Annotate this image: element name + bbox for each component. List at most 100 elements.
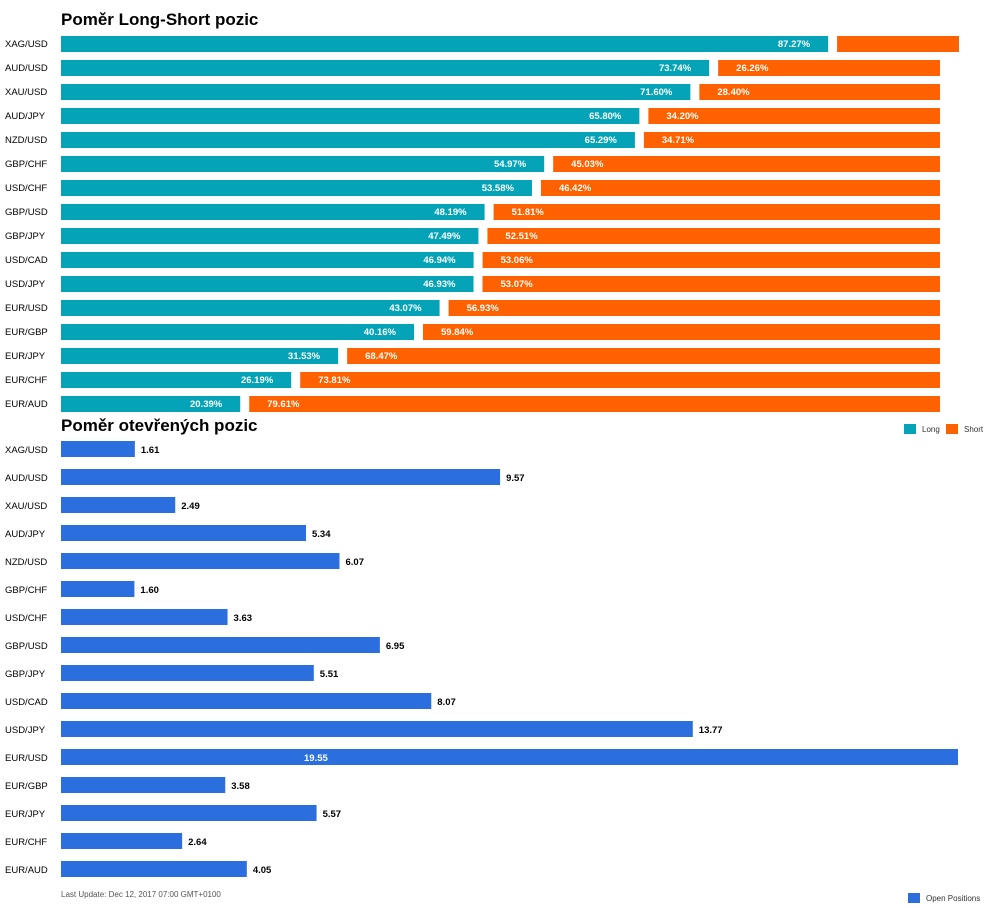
legend-short-swatch	[946, 424, 958, 434]
short-bar-gbp-jpy	[487, 228, 940, 244]
short-value-label-eur-aud: 79.61%	[267, 399, 300, 410]
short-bar-xau-usd	[699, 84, 940, 100]
legend-open-positions: Open Positions	[908, 893, 980, 903]
long-value-label-gbp-chf: 54.97%	[494, 159, 527, 170]
short-value-label-aud-usd: 26.26%	[736, 63, 769, 74]
legend-long-swatch	[904, 424, 916, 434]
long-bar-eur-chf	[61, 372, 292, 388]
last-update-text: Last Update: Dec 12, 2017 07:00 GMT+0100	[61, 890, 221, 899]
short-bar-eur-chf	[300, 372, 941, 388]
short-bar-nzd-usd	[643, 132, 940, 148]
open-category-label-gbp-chf: GBP/CHF	[5, 585, 47, 596]
long-value-label-xau-usd: 71.60%	[640, 87, 673, 98]
short-bar-eur-jpy	[347, 348, 941, 364]
long-bar-eur-gbp	[61, 324, 415, 340]
open-bar-gbp-usd	[61, 637, 380, 653]
short-bar-usd-jpy	[482, 276, 940, 292]
category-label-usd-chf: USD/CHF	[5, 183, 47, 194]
short-value-label-eur-gbp: 59.84%	[441, 327, 474, 338]
open-positions-chart-title: Poměr otevřených pozic	[61, 416, 258, 435]
open-bar-usd-jpy	[61, 721, 693, 737]
short-bar-aud-jpy	[648, 108, 940, 124]
open-bar-nzd-usd	[61, 553, 340, 569]
short-value-label-nzd-usd: 34.71%	[662, 135, 695, 146]
category-label-nzd-usd: NZD/USD	[5, 135, 47, 146]
long-value-label-gbp-usd: 48.19%	[434, 207, 467, 218]
open-bar-aud-usd	[61, 469, 501, 485]
long-value-label-aud-jpy: 65.80%	[589, 111, 622, 122]
long-bar-xag-usd	[61, 36, 829, 52]
open-bar-aud-jpy	[61, 525, 307, 541]
open-value-label-eur-aud: 4.05	[253, 865, 272, 876]
open-value-label-gbp-usd: 6.95	[386, 641, 405, 652]
legend-short: Short	[946, 424, 983, 434]
long-value-label-nzd-usd: 65.29%	[585, 135, 618, 146]
short-bar-usd-cad	[482, 252, 940, 268]
short-bar-usd-chf	[540, 180, 940, 196]
long-value-label-usd-chf: 53.58%	[482, 183, 515, 194]
category-label-aud-usd: AUD/USD	[5, 63, 48, 74]
long-bar-gbp-usd	[61, 204, 485, 220]
open-bar-eur-jpy	[61, 805, 317, 821]
open-value-label-eur-chf: 2.64	[188, 837, 207, 848]
open-category-label-nzd-usd: NZD/USD	[5, 557, 47, 568]
open-bar-eur-usd	[61, 749, 958, 765]
short-value-label-usd-cad: 53.06%	[501, 255, 534, 266]
open-category-label-aud-jpy: AUD/JPY	[5, 529, 46, 540]
open-value-label-eur-usd: 19.55	[304, 753, 328, 764]
open-value-label-xag-usd: 1.61	[141, 445, 160, 456]
long-short-chart: XAG/USD 87.27% AUD/USD 73.74% 26.26% XAU/USD 7…	[5, 36, 959, 412]
open-category-label-gbp-usd: GBP/USD	[5, 641, 48, 652]
category-label-gbp-jpy: GBP/JPY	[5, 231, 46, 242]
open-bar-xau-usd	[61, 497, 176, 513]
category-label-gbp-chf: GBP/CHF	[5, 159, 47, 170]
category-label-eur-usd: EUR/USD	[5, 303, 48, 314]
long-bar-aud-usd	[61, 60, 710, 76]
long-bar-gbp-jpy	[61, 228, 479, 244]
open-category-label-usd-cad: USD/CAD	[5, 697, 48, 708]
open-bar-usd-chf	[61, 609, 228, 625]
open-value-label-xau-usd: 2.49	[181, 501, 200, 512]
open-category-label-xau-usd: XAU/USD	[5, 501, 47, 512]
open-category-label-usd-chf: USD/CHF	[5, 613, 47, 624]
long-bar-usd-jpy	[61, 276, 474, 292]
open-bar-usd-cad	[61, 693, 432, 709]
open-value-label-gbp-chf: 1.60	[140, 585, 159, 596]
short-value-label-eur-jpy: 68.47%	[365, 351, 398, 362]
long-value-label-usd-cad: 46.94%	[423, 255, 456, 266]
open-value-label-gbp-jpy: 5.51	[320, 669, 339, 680]
short-value-label-eur-chf: 73.81%	[318, 375, 351, 386]
open-category-label-eur-jpy: EUR/JPY	[5, 809, 46, 820]
open-bar-eur-gbp	[61, 777, 226, 793]
open-value-label-aud-jpy: 5.34	[312, 529, 331, 540]
long-value-label-xag-usd: 87.27%	[778, 39, 811, 50]
long-bar-nzd-usd	[61, 132, 635, 148]
category-label-gbp-usd: GBP/USD	[5, 207, 48, 218]
short-bar-gbp-usd	[493, 204, 940, 220]
legend-open-swatch	[908, 893, 920, 903]
open-value-label-eur-gbp: 3.58	[231, 781, 250, 792]
long-value-label-eur-jpy: 31.53%	[288, 351, 321, 362]
short-bar-xag-usd	[837, 36, 959, 52]
long-bar-usd-cad	[61, 252, 474, 268]
category-label-eur-chf: EUR/CHF	[5, 375, 47, 386]
category-label-eur-jpy: EUR/JPY	[5, 351, 46, 362]
legend-long-label: Long	[922, 424, 940, 434]
long-value-label-eur-usd: 43.07%	[389, 303, 422, 314]
long-value-label-gbp-jpy: 47.49%	[428, 231, 461, 242]
legend-short-label: Short	[964, 424, 984, 434]
short-value-label-usd-chf: 46.42%	[559, 183, 592, 194]
open-category-label-xag-usd: XAG/USD	[5, 445, 48, 456]
short-value-label-gbp-chf: 45.03%	[571, 159, 604, 170]
open-value-label-usd-cad: 8.07	[437, 697, 456, 708]
long-bar-usd-chf	[61, 180, 532, 196]
category-label-eur-gbp: EUR/GBP	[5, 327, 48, 338]
open-bar-gbp-jpy	[61, 665, 314, 681]
category-label-xau-usd: XAU/USD	[5, 87, 47, 98]
long-short-chart-title: Poměr Long-Short pozic	[61, 10, 259, 29]
short-value-label-eur-usd: 56.93%	[467, 303, 500, 314]
long-value-label-eur-aud: 20.39%	[190, 399, 223, 410]
open-bar-xag-usd	[61, 441, 135, 457]
category-label-usd-cad: USD/CAD	[5, 255, 48, 266]
open-category-label-eur-gbp: EUR/GBP	[5, 781, 48, 792]
